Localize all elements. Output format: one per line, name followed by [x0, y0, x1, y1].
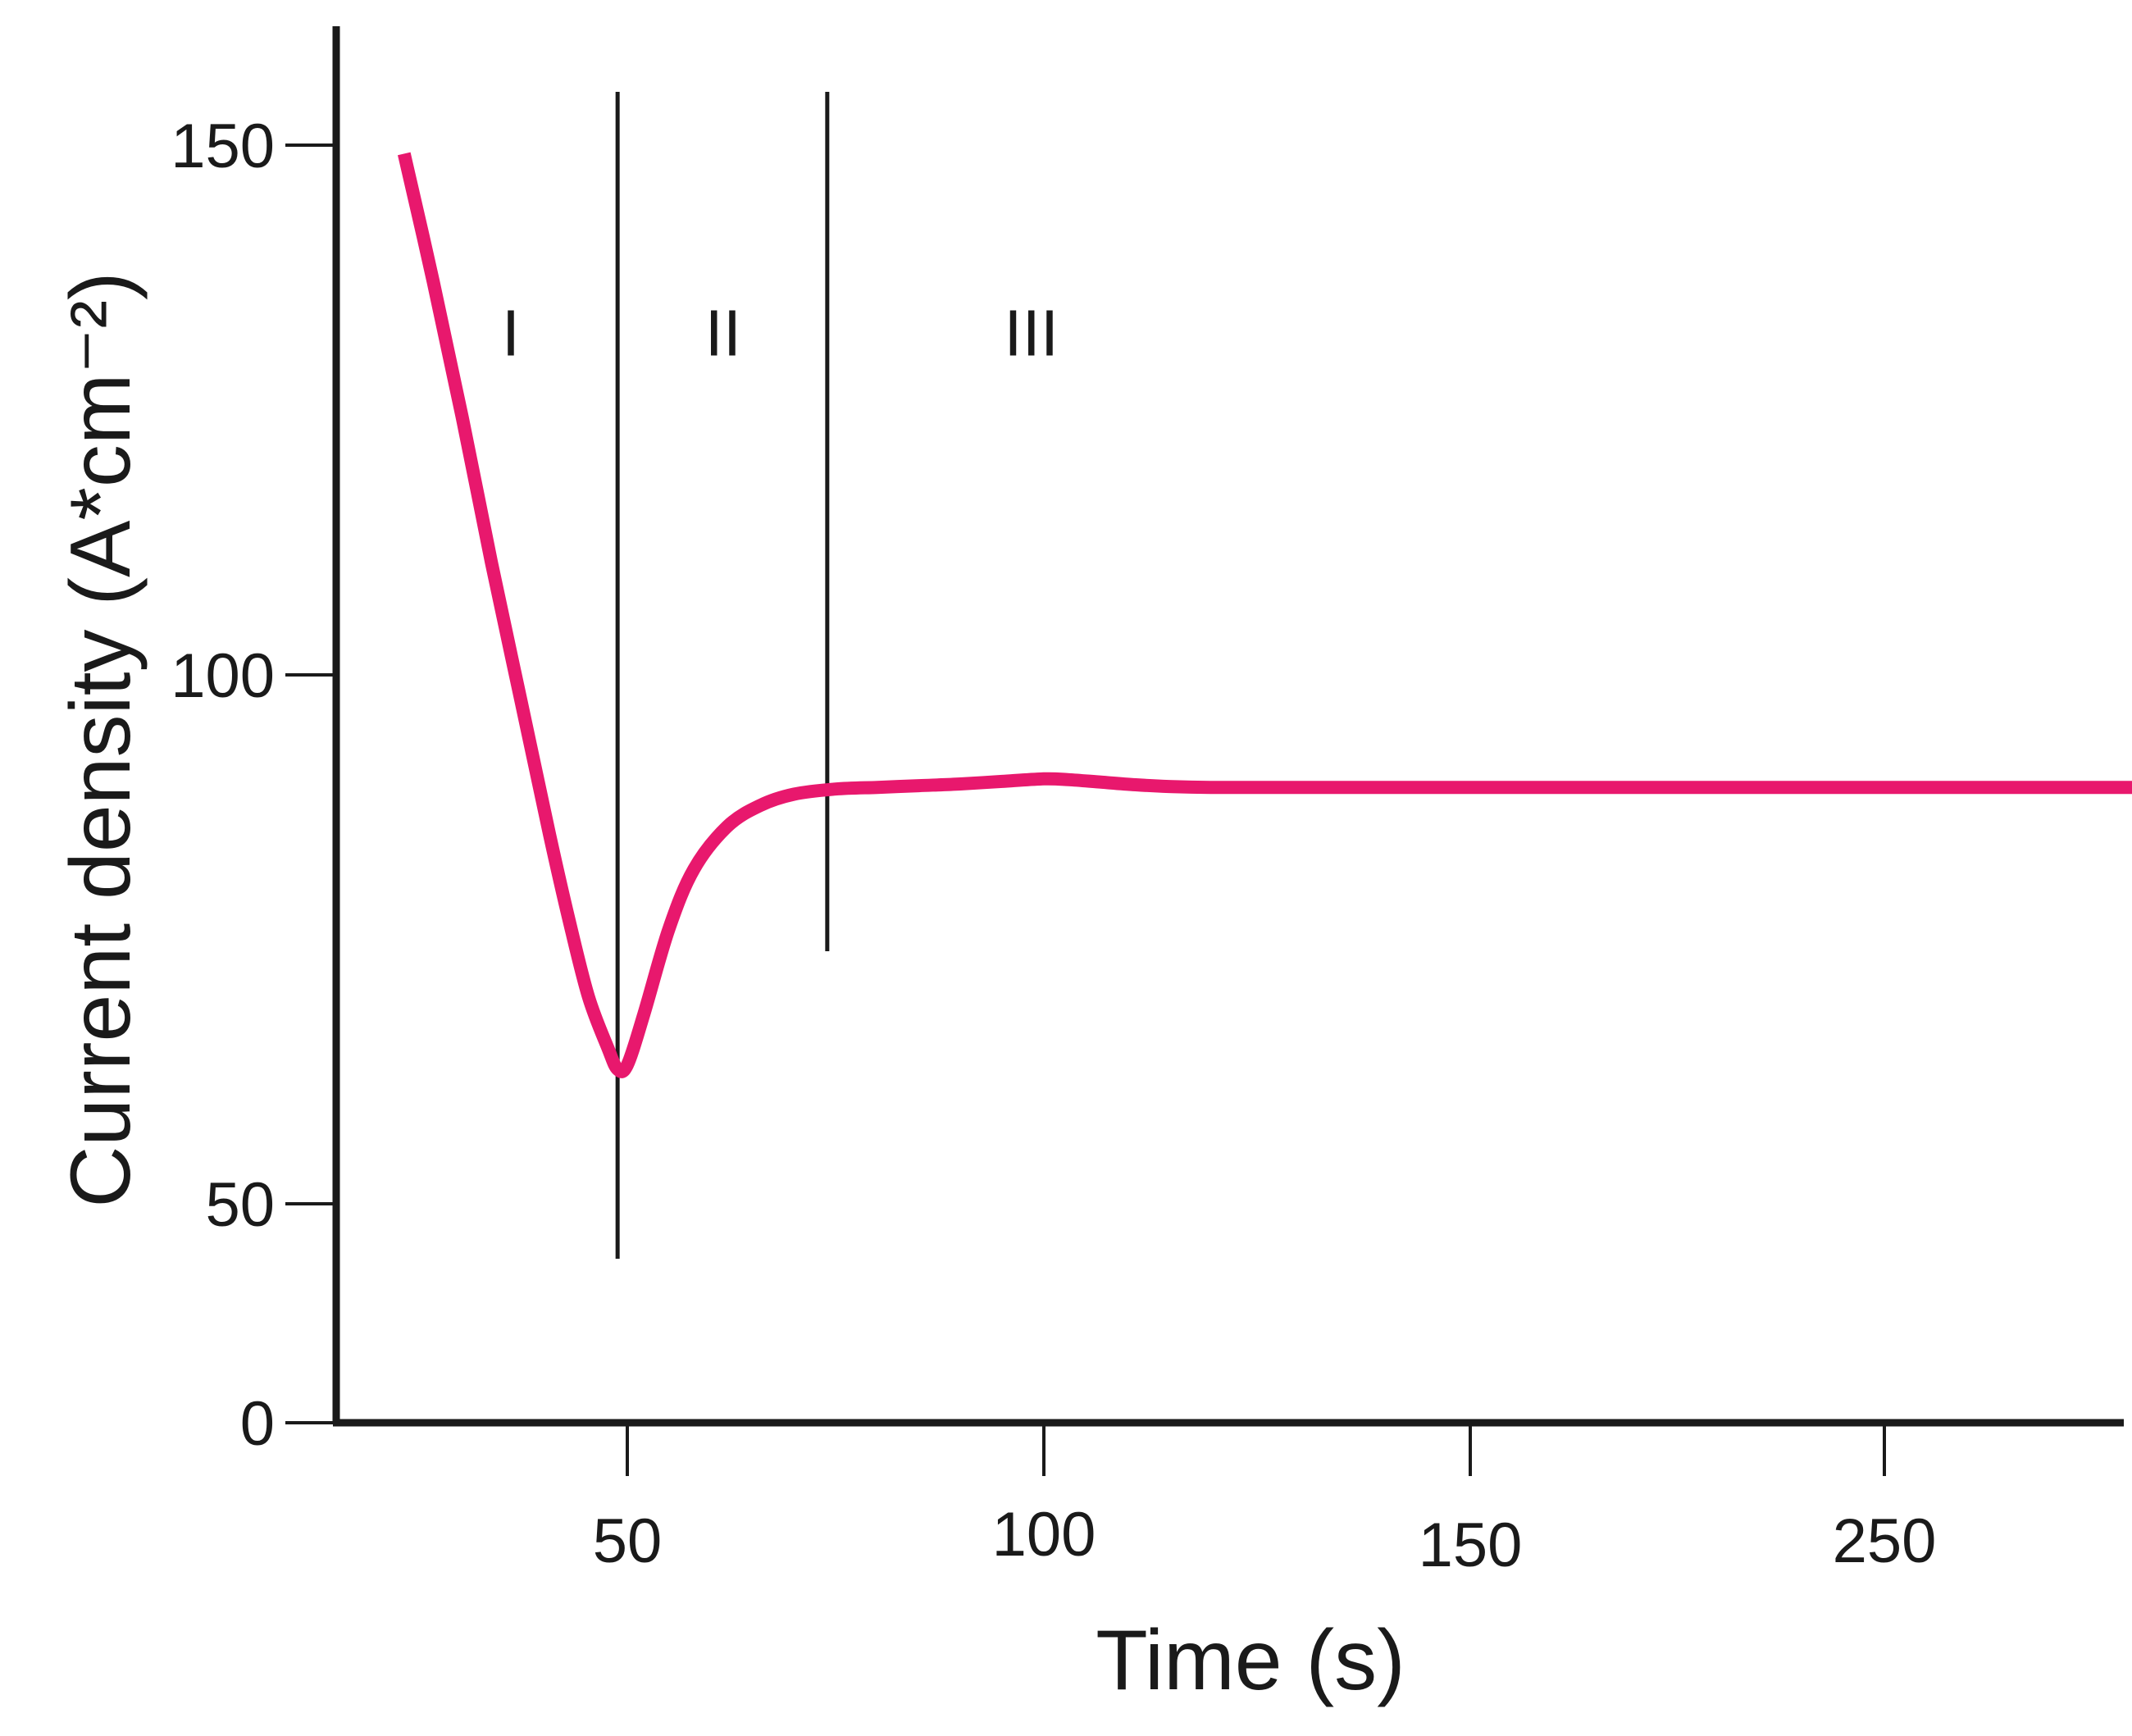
region-label-1: I — [502, 297, 520, 370]
region-label-2: II — [705, 297, 741, 370]
series-layer — [398, 152, 2132, 1078]
y-tick-label-150: 150 — [171, 112, 275, 181]
x-tick-label-100: 100 — [992, 1500, 1096, 1570]
y-ticks: 0 50 100 150 — [171, 112, 336, 1459]
region-labels: I II III — [502, 297, 1059, 370]
y-axis-title: Current density (A*cm⁻²) — [53, 271, 148, 1207]
phase-boundaries — [615, 92, 830, 1259]
x-tick-label-250: 250 — [1833, 1506, 1937, 1576]
x-tick-label-150: 150 — [1419, 1510, 1523, 1580]
x-tick-label-50: 50 — [593, 1506, 663, 1576]
y-tick-label-100: 100 — [171, 641, 275, 711]
x-ticks: 50 100 150 250 — [593, 1423, 1937, 1580]
y-tick-label-0: 0 — [240, 1389, 275, 1459]
axes — [332, 26, 2124, 1427]
y-tick-label-50: 50 — [205, 1170, 275, 1240]
region-label-3: III — [1004, 297, 1059, 370]
x-axis-title: Time (s) — [1096, 1613, 1405, 1708]
series-line-1 — [398, 152, 2132, 1078]
